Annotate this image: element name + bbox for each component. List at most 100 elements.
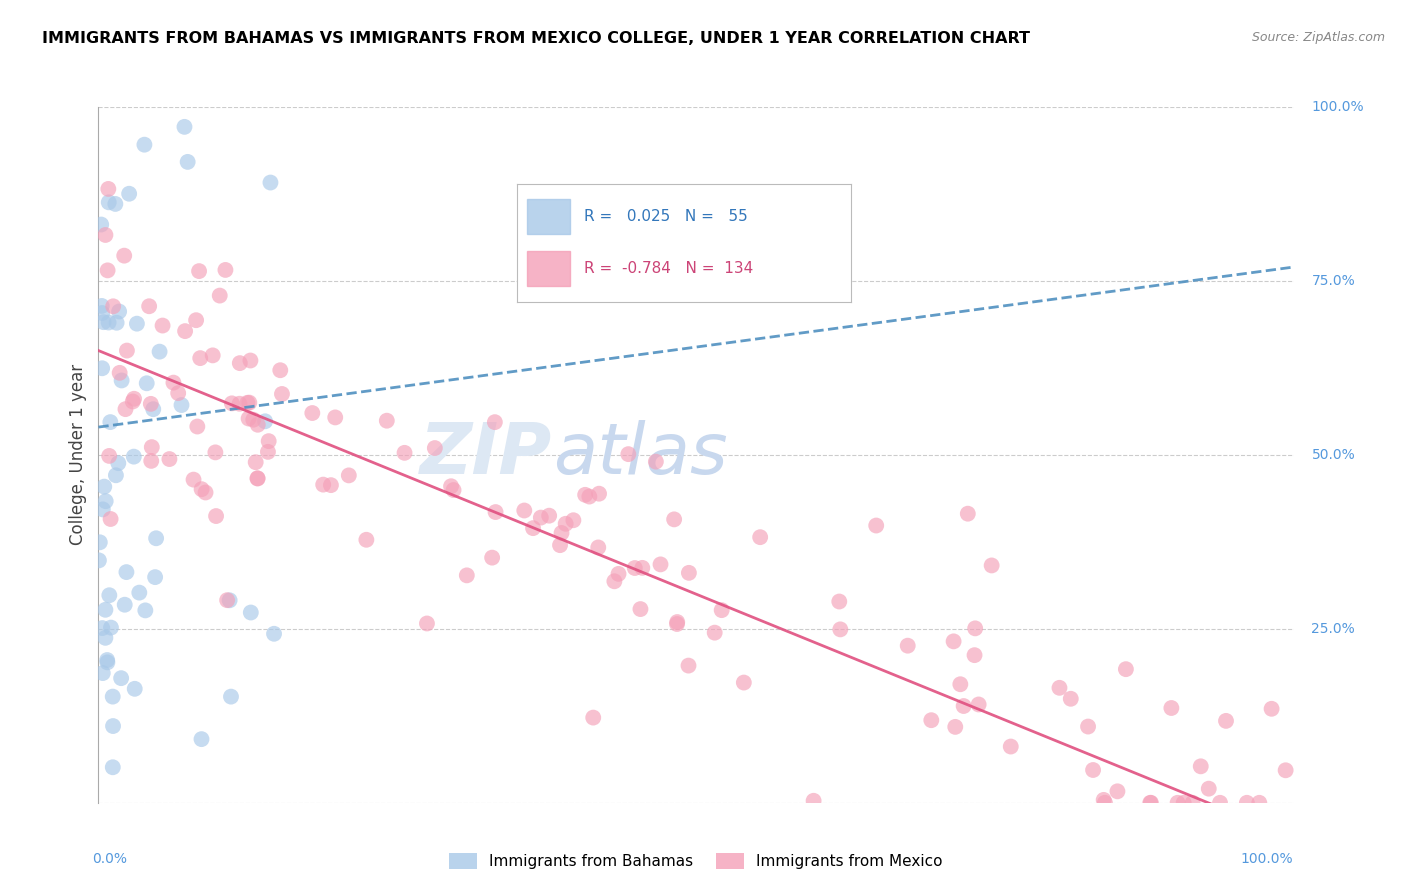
Point bbox=[1077, 720, 1099, 734]
Point bbox=[1049, 681, 1071, 695]
Point bbox=[550, 526, 572, 541]
Point bbox=[1140, 796, 1163, 810]
Point bbox=[190, 732, 212, 747]
Point bbox=[1060, 691, 1083, 706]
Point bbox=[830, 623, 852, 637]
Point bbox=[356, 533, 378, 547]
Point bbox=[135, 376, 157, 391]
Point bbox=[554, 516, 576, 531]
Point bbox=[678, 566, 700, 580]
Point bbox=[97, 263, 120, 277]
Point bbox=[229, 356, 252, 370]
Point bbox=[1094, 796, 1116, 810]
Point bbox=[190, 482, 212, 496]
Text: ZIP: ZIP bbox=[420, 420, 553, 490]
Point bbox=[920, 713, 942, 727]
Point bbox=[100, 621, 122, 635]
Point bbox=[217, 593, 239, 607]
Point bbox=[97, 195, 120, 210]
Point bbox=[963, 648, 986, 662]
Point bbox=[145, 531, 167, 545]
Point bbox=[176, 154, 198, 169]
Point bbox=[114, 598, 136, 612]
Point bbox=[194, 485, 217, 500]
Point bbox=[238, 395, 260, 409]
Point bbox=[423, 441, 446, 455]
Point bbox=[943, 720, 966, 734]
Text: R =  -0.784   N =  134: R = -0.784 N = 134 bbox=[583, 261, 752, 277]
Point bbox=[1215, 714, 1237, 728]
Point bbox=[236, 396, 259, 410]
Y-axis label: College, Under 1 year: College, Under 1 year bbox=[69, 364, 87, 546]
Point bbox=[152, 318, 174, 333]
Point bbox=[522, 521, 544, 535]
Point bbox=[91, 306, 114, 320]
Point bbox=[125, 317, 148, 331]
Point bbox=[87, 553, 110, 567]
Point bbox=[484, 415, 506, 429]
Point bbox=[89, 535, 111, 549]
Point bbox=[617, 447, 640, 461]
Point bbox=[269, 363, 291, 377]
Point bbox=[666, 617, 689, 632]
Point bbox=[1181, 796, 1204, 810]
Point bbox=[980, 558, 1002, 573]
Point bbox=[184, 313, 207, 327]
Text: atlas: atlas bbox=[553, 420, 727, 490]
Point bbox=[246, 417, 269, 432]
Point bbox=[138, 299, 160, 313]
Point bbox=[112, 249, 135, 263]
Point bbox=[245, 455, 267, 469]
Point bbox=[952, 699, 974, 714]
Point bbox=[93, 315, 115, 329]
Point bbox=[312, 477, 335, 491]
Point bbox=[188, 351, 211, 365]
Point bbox=[254, 414, 277, 428]
Point bbox=[142, 402, 165, 417]
Point bbox=[484, 505, 506, 519]
Point bbox=[110, 374, 132, 388]
Point bbox=[221, 396, 243, 410]
Point bbox=[121, 394, 143, 409]
Text: 50.0%: 50.0% bbox=[1312, 448, 1355, 462]
Point bbox=[170, 398, 193, 412]
Point bbox=[1115, 662, 1137, 676]
Point bbox=[749, 530, 772, 544]
Point bbox=[733, 675, 755, 690]
Point bbox=[188, 264, 211, 278]
Point bbox=[238, 411, 260, 425]
Point bbox=[588, 541, 610, 555]
Text: 75.0%: 75.0% bbox=[1312, 274, 1355, 288]
Point bbox=[644, 455, 666, 469]
Point bbox=[1198, 781, 1220, 796]
Point bbox=[214, 263, 236, 277]
Point bbox=[1000, 739, 1022, 754]
Point bbox=[375, 414, 398, 428]
Point bbox=[1209, 796, 1232, 810]
Text: 0.0%: 0.0% bbox=[93, 852, 128, 865]
Point bbox=[323, 410, 346, 425]
Point bbox=[337, 468, 360, 483]
Point bbox=[114, 402, 136, 417]
Point bbox=[94, 603, 117, 617]
Point bbox=[128, 585, 150, 599]
Point bbox=[1173, 796, 1195, 810]
Point bbox=[108, 304, 131, 318]
Point bbox=[394, 446, 416, 460]
Point bbox=[101, 719, 124, 733]
Point bbox=[94, 227, 117, 242]
Point bbox=[897, 639, 920, 653]
Point bbox=[97, 316, 120, 330]
Point bbox=[108, 366, 131, 380]
Point bbox=[93, 480, 115, 494]
Point bbox=[115, 565, 138, 579]
Point bbox=[631, 561, 654, 575]
Point bbox=[91, 666, 114, 681]
Point bbox=[122, 392, 145, 406]
Text: 25.0%: 25.0% bbox=[1312, 622, 1355, 636]
Point bbox=[650, 558, 672, 572]
Point bbox=[101, 690, 124, 704]
Point bbox=[481, 550, 503, 565]
Point bbox=[662, 512, 685, 526]
Point bbox=[1236, 796, 1258, 810]
